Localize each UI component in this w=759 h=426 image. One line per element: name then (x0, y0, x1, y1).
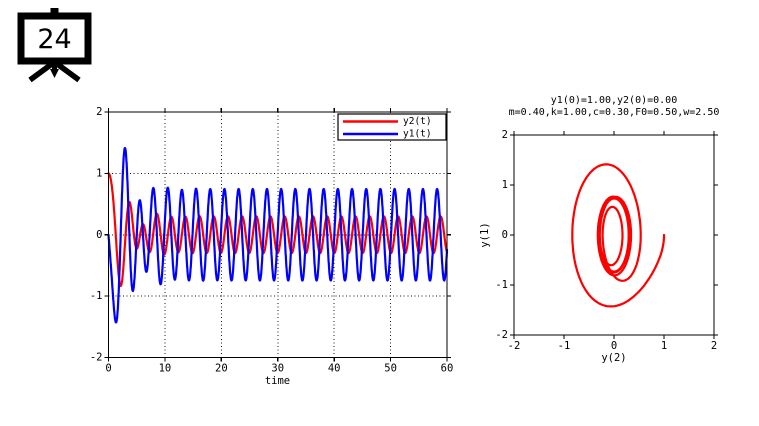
y-tick-label: 0 (96, 229, 102, 241)
phase-chart-title-line1: y1(0)=1.00,y2(0)=0.00 (551, 95, 677, 106)
tripod-right-leg (52, 59, 81, 83)
phase-x-axis-label: y(2) (601, 352, 626, 364)
tripod-pole-tip (50, 69, 59, 78)
time-axis-label: time (265, 375, 290, 387)
x-tick-label: 60 (441, 363, 454, 375)
y-tick-label: -2 (495, 329, 508, 341)
x-tick-label: 10 (159, 363, 172, 375)
y-tick-label: 1 (502, 179, 508, 191)
y-tick-label: 0 (502, 229, 508, 241)
x-tick-label: 0 (105, 363, 111, 375)
x-tick-label: -2 (508, 340, 521, 352)
x-tick-label: 20 (215, 363, 228, 375)
y-tick-label: -2 (90, 352, 103, 364)
x-tick-label: 0 (611, 340, 617, 352)
phase-portrait-chart: -2 -1 0 1 2 -2 -1 0 1 2 y1(0)=1.00,y2(0)=0.00 m=0… (479, 95, 719, 364)
phase-y-axis-label: y(1) (479, 222, 491, 247)
legend: y2(t) y1(t) (337, 113, 447, 141)
projector-screen-icon: 24 (17, 8, 92, 83)
x-tick-label: 40 (328, 363, 341, 375)
y-tick-label: 2 (502, 129, 508, 141)
x-tick-label: 2 (711, 340, 717, 352)
legend-label-y1: y1(t) (403, 129, 432, 140)
curve-phase-trajectory (571, 163, 666, 308)
plot-frame (513, 134, 715, 336)
x-tick-label: 50 (384, 363, 397, 375)
y-tick-label: -1 (90, 290, 103, 302)
curve-y1-velocity (107, 146, 449, 324)
y-tick-label: -1 (495, 279, 508, 291)
time-series-chart: 0 10 20 30 40 50 60 -2 -1 0 1 2 time y2(t) y1(t) (90, 106, 453, 387)
phase-chart-title-line2: m=0.40,k=1.00,c=0.30,F0=0.50,w=2.50 (509, 107, 720, 118)
legend-box (337, 113, 447, 141)
x-tick-label: 30 (271, 363, 284, 375)
screen-knob (50, 8, 59, 16)
slide-number: 24 (37, 24, 71, 55)
screen-frame (17, 12, 92, 65)
tripod-left-leg (28, 59, 57, 83)
x-tick-label: -1 (558, 340, 571, 352)
y-tick-label: 1 (96, 167, 102, 179)
x-tick-label: 1 (661, 340, 667, 352)
legend-label-y2: y2(t) (403, 116, 432, 127)
y-tick-label: 2 (96, 106, 102, 118)
